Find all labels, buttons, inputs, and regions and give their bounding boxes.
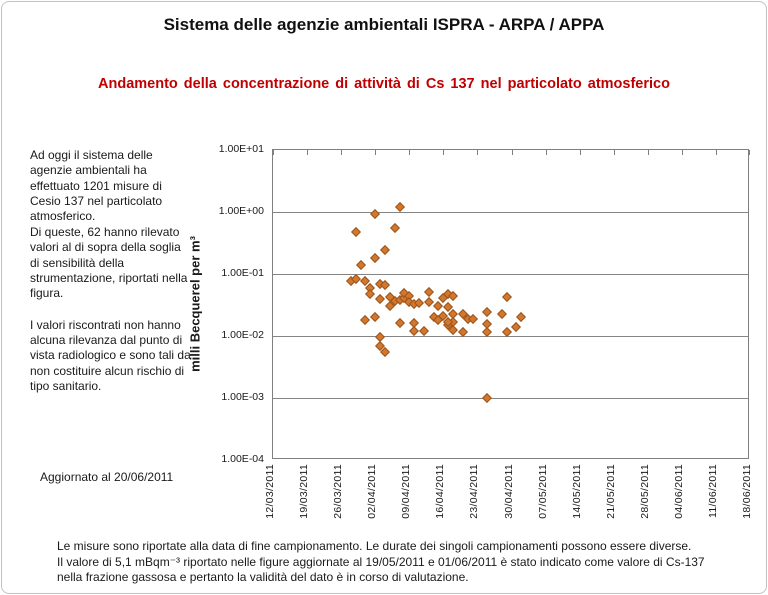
data-point <box>501 292 512 303</box>
x-tick-label: 04/06/2011 <box>672 464 685 519</box>
x-tick-label: 21/05/2011 <box>604 464 617 519</box>
x-tick-label: 26/03/2011 <box>332 464 345 519</box>
x-tick-label: 16/04/2011 <box>434 464 447 519</box>
data-point <box>379 280 390 291</box>
data-point <box>370 209 381 220</box>
data-point <box>482 307 493 318</box>
data-point <box>418 326 429 337</box>
data-point <box>350 227 361 238</box>
data-point <box>365 288 376 299</box>
gridline <box>273 336 748 337</box>
x-tick-label: 12/03/2011 <box>264 464 276 519</box>
x-tick-label: 23/04/2011 <box>468 464 481 519</box>
data-point <box>370 253 381 264</box>
x-tick-mark <box>409 150 411 155</box>
footnote-line: nella frazione gassosa e pertanto la val… <box>57 570 469 585</box>
data-point <box>409 326 420 337</box>
x-tick-mark <box>511 150 513 155</box>
x-tick-mark <box>715 150 717 155</box>
note-paragraph: Di queste, 62 hanno rilevato valori al d… <box>30 224 188 301</box>
data-point <box>496 308 507 319</box>
side-note: Ad oggi il sistema delle agenzie ambient… <box>30 148 192 394</box>
data-point <box>379 245 390 256</box>
x-tick-label: 28/05/2011 <box>638 464 651 519</box>
data-point <box>511 321 522 332</box>
note-paragraph: I valori riscontrati non hanno alcuna ri… <box>30 317 191 394</box>
y-tick-label: 1.00E+01 <box>218 143 264 155</box>
gridline <box>273 398 748 399</box>
data-point <box>394 202 405 213</box>
x-tick-label: 30/04/2011 <box>502 464 515 519</box>
x-tick-mark <box>545 150 547 155</box>
data-point <box>516 312 527 323</box>
x-tick-label: 09/04/2011 <box>400 464 413 519</box>
x-tick-mark <box>307 150 309 155</box>
gridline <box>273 212 748 213</box>
footnote: Le misure sono riportate alla data di fi… <box>57 539 757 586</box>
y-tick-label: 1.00E-01 <box>221 267 264 279</box>
x-tick-label: 14/05/2011 <box>570 464 583 519</box>
footnote-line: Il valore di 5,1 mBqm⁻³ riportato nelle … <box>57 554 705 569</box>
data-point <box>379 347 390 358</box>
x-tick-mark <box>273 150 274 155</box>
x-tick-mark <box>375 150 377 155</box>
y-tick-label: 1.00E-02 <box>221 329 264 341</box>
y-tick-label: 1.00E-03 <box>221 391 264 403</box>
x-tick-mark <box>749 150 750 155</box>
y-tick-label: 1.00E-04 <box>221 453 264 465</box>
x-tick-label: 07/05/2011 <box>536 464 549 519</box>
x-tick-label: 19/03/2011 <box>298 464 311 519</box>
data-point <box>448 325 459 335</box>
x-tick-mark <box>647 150 649 155</box>
x-tick-label: 02/04/2011 <box>366 464 379 519</box>
updated-date: Aggiornato al 20/06/2011 <box>40 470 174 484</box>
data-point <box>375 293 386 304</box>
x-tick-label: 11/06/2011 <box>706 464 719 518</box>
x-tick-label: 18/06/2011 <box>741 464 753 519</box>
footnote-line: Le misure sono riportate alla data di fi… <box>57 539 692 553</box>
x-tick-mark <box>681 150 683 155</box>
y-tick-label: 1.00E+00 <box>218 205 264 217</box>
data-point <box>355 259 366 270</box>
data-point <box>482 393 493 403</box>
data-point <box>394 318 405 329</box>
chart-subtitle: Andamento della concentrazione di attivi… <box>98 76 670 92</box>
x-tick-mark <box>477 150 479 155</box>
data-point <box>370 312 381 323</box>
note-paragraph: Ad oggi il sistema delle agenzie ambient… <box>30 148 163 224</box>
y-axis-label: milli Becquerel per m³ <box>187 236 203 372</box>
x-tick-mark <box>341 150 343 155</box>
gridline <box>273 274 748 275</box>
plot-area <box>272 149 750 459</box>
data-point <box>423 287 434 298</box>
x-tick-mark <box>579 150 581 155</box>
x-tick-mark <box>443 150 445 155</box>
x-tick-mark <box>613 150 615 155</box>
page-title: Sistema delle agenzie ambientali ISPRA -… <box>163 15 605 34</box>
data-point <box>389 223 400 234</box>
